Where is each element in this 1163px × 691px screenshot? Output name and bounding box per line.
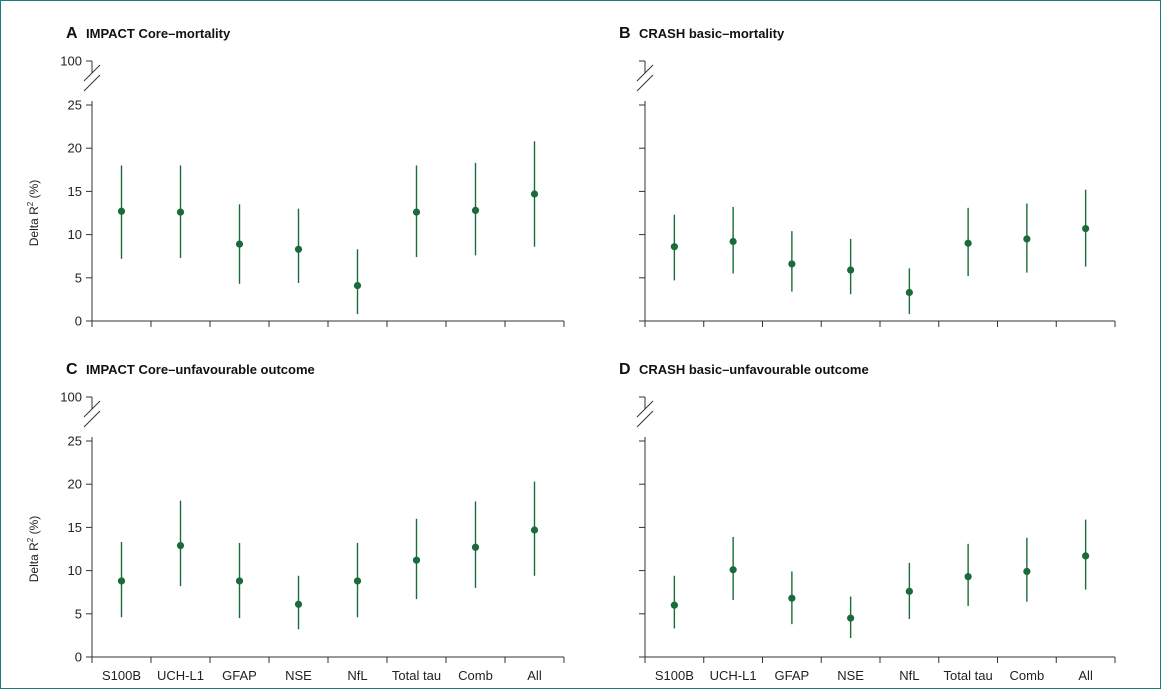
data-point	[117, 207, 126, 215]
data-point	[729, 566, 737, 574]
axis-break-mark	[636, 410, 654, 428]
data-point	[235, 577, 244, 585]
axis-break-mark	[636, 400, 654, 418]
x-tick-label: NSE	[285, 668, 312, 683]
data-point	[176, 208, 185, 216]
x-tick-label: All	[1078, 668, 1093, 683]
data-point	[235, 240, 244, 248]
panel-title: IMPACT Core–mortality	[86, 26, 231, 41]
y-tick-label: 5	[75, 606, 82, 621]
y-tick-label: 100	[60, 390, 82, 405]
data-point	[353, 281, 362, 290]
data-point	[176, 541, 185, 550]
data-point	[788, 260, 796, 268]
data-point	[471, 543, 480, 551]
data-point	[1082, 552, 1090, 560]
y-tick-label: 15	[68, 184, 82, 199]
data-point	[670, 601, 678, 609]
x-tick-label: Total tau	[392, 668, 441, 683]
panel-b: B CRASH basic–mortality	[619, 25, 1116, 327]
data-point	[1023, 235, 1031, 243]
y-tick-label: 25	[68, 98, 82, 113]
panel-title: CRASH basic–mortality	[639, 26, 785, 41]
x-tick-label: NSE	[837, 668, 864, 683]
panel-letter: A	[66, 25, 78, 42]
data-point	[788, 594, 796, 602]
y-tick-label: 10	[68, 227, 82, 242]
data-point	[530, 190, 539, 198]
data-point	[412, 208, 421, 216]
panel-a: A IMPACT Core–mortality 0 5 10 15 20 25 100 Delta…	[26, 25, 565, 329]
y-tick-label: 0	[75, 314, 82, 329]
data-point	[530, 526, 539, 534]
y-tick-label: 20	[68, 141, 82, 156]
data-point	[905, 587, 913, 595]
y-axis-label: Delta R2 (%)	[26, 180, 41, 246]
panel-title: CRASH basic–unfavourable outcome	[639, 362, 869, 377]
y-tick-label: 100	[60, 54, 82, 69]
x-tick-label: UCH-L1	[710, 668, 757, 683]
data-point	[117, 577, 126, 585]
y-axis-label: Delta R2 (%)	[26, 516, 41, 582]
axis-break-mark	[636, 64, 654, 82]
y-tick-label: 0	[75, 650, 82, 665]
axis-break-mark	[636, 74, 654, 92]
panel-letter: D	[619, 361, 631, 378]
data-point	[964, 239, 972, 247]
data-point	[1082, 224, 1090, 233]
axis-break-mark	[83, 410, 101, 428]
axis-break-mark	[83, 64, 101, 82]
x-tick-label: GFAP	[222, 668, 257, 683]
axis-break-mark	[83, 400, 101, 418]
y-tick-label: 20	[68, 477, 82, 492]
panel-title: IMPACT Core–unfavourable outcome	[86, 362, 315, 377]
panel-d: D CRASH basic–unfavourable outcome S100B UC…	[619, 361, 1116, 683]
x-tick-label: NfL	[347, 668, 367, 683]
data-point	[294, 245, 303, 253]
data-point	[412, 556, 421, 564]
x-tick-label: Comb	[458, 668, 493, 683]
x-tick-label: All	[527, 668, 542, 683]
x-tick-label: NfL	[899, 668, 919, 683]
data-point	[847, 614, 855, 622]
data-point	[964, 573, 972, 581]
x-tick-label: Total tau	[944, 668, 993, 683]
x-tick-label: GFAP	[775, 668, 810, 683]
x-tick-label: S100B	[102, 668, 141, 683]
y-tick-label: 25	[68, 434, 82, 449]
data-point	[1023, 567, 1031, 576]
data-point	[471, 206, 480, 215]
data-point	[294, 600, 303, 608]
x-tick-label: Comb	[1010, 668, 1045, 683]
x-tick-label: UCH-L1	[157, 668, 204, 683]
panel-letter: C	[66, 361, 78, 378]
data-point	[353, 577, 362, 585]
y-tick-label: 15	[68, 520, 82, 535]
axis-break-mark	[83, 74, 101, 92]
y-tick-label: 5	[75, 270, 82, 285]
x-tick-label: S100B	[655, 668, 694, 683]
data-point	[729, 237, 737, 246]
data-point	[905, 288, 913, 297]
panel-letter: B	[619, 25, 631, 42]
panel-c: C IMPACT Core–unfavourable outcome 0 5 10 15 2…	[26, 361, 565, 683]
y-tick-label: 10	[68, 563, 82, 578]
data-point	[670, 243, 678, 251]
data-point	[847, 266, 855, 274]
